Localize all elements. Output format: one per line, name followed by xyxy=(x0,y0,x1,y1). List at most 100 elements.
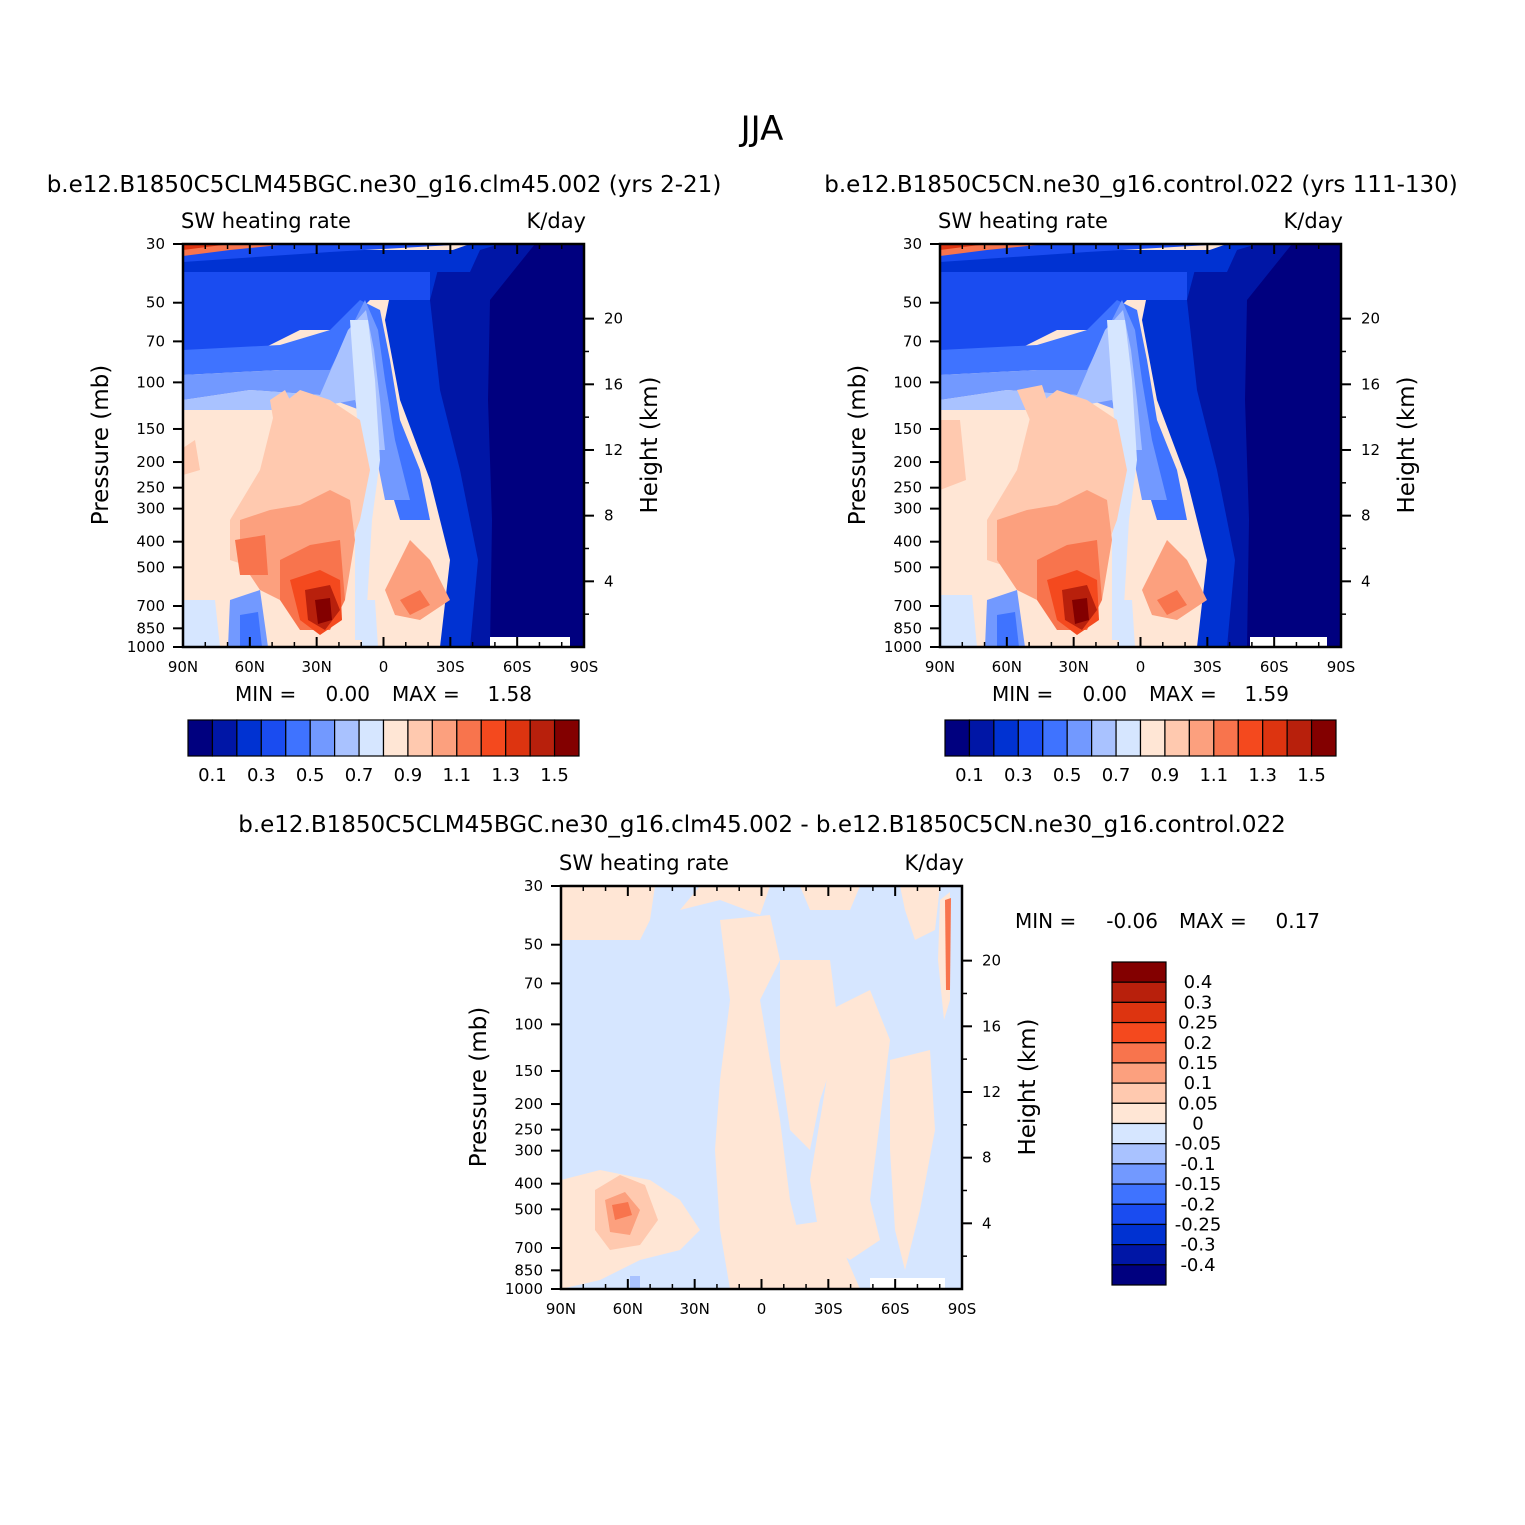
y-tick-label: 500 xyxy=(136,558,165,576)
max-label: MAX = xyxy=(1179,909,1247,933)
max-value: 1.59 xyxy=(1244,682,1289,706)
y-tick-label: 500 xyxy=(514,1200,543,1218)
colorbar-swatch xyxy=(1111,1183,1167,1205)
x-tick-label: 0 xyxy=(757,1300,767,1318)
y-tick-label: 850 xyxy=(136,619,165,637)
x-tick-label: 30N xyxy=(1059,658,1089,676)
colorbar-label: 0.1 xyxy=(198,765,227,786)
colorbar-swatch xyxy=(529,719,556,757)
x-tick-label: 90N xyxy=(168,658,198,676)
y-tick-label: 100 xyxy=(514,1015,543,1033)
colorbar-swatch xyxy=(236,719,262,757)
y-tick-label: 50 xyxy=(146,294,165,312)
colorbar-label: 0.7 xyxy=(1102,765,1131,786)
colorbar-label: 0 xyxy=(1192,1114,1203,1135)
y-right-tick-label: 20 xyxy=(1361,310,1380,328)
x-tick-label: 30S xyxy=(1193,658,1222,676)
colorbar-swatch xyxy=(1139,719,1166,757)
colorbar-swatch xyxy=(1188,719,1215,757)
colorbar-swatch xyxy=(211,719,238,757)
panel-variable-label: SW heating rate xyxy=(938,209,1108,233)
y-right-tick-label: 4 xyxy=(982,1214,992,1232)
colorbar-label: -0.25 xyxy=(1175,1214,1222,1235)
panel-top-right: b.e12.B1850C5CN.ne30_g16.control.022 (yr… xyxy=(824,172,1458,786)
y-tick-label: 700 xyxy=(136,597,165,615)
y-right-tick-label: 20 xyxy=(604,310,623,328)
y-right-tick-label: 16 xyxy=(604,375,623,393)
colorbar-swatch xyxy=(1111,1203,1167,1226)
axis-ticks: 90N 60N 30N 0 30S 60S 90S 30 50 70 100 150 200 250 300… xyxy=(127,235,623,676)
x-tick-label: 0 xyxy=(379,658,389,676)
colorbar-swatch xyxy=(1111,1163,1167,1185)
colorbar-swatch xyxy=(1115,719,1142,757)
y-tick-label: 250 xyxy=(893,479,922,497)
y-tick-label: 200 xyxy=(136,453,165,471)
panel-case-title: b.e12.B1850C5CLM45BGC.ne30_g16.clm45.002… xyxy=(238,812,1286,838)
colorbar-swatch xyxy=(309,719,336,757)
colorbar-label: 0.2 xyxy=(1184,1033,1213,1054)
colorbar-label: 0.1 xyxy=(955,765,984,786)
contour-field xyxy=(940,244,1341,647)
y-tick-label: 70 xyxy=(146,332,165,350)
y-tick-label: 250 xyxy=(136,479,165,497)
max-label: MAX = xyxy=(392,682,460,706)
colorbar-label: 1.3 xyxy=(1248,765,1277,786)
y-axis-label: Pressure (mb) xyxy=(88,365,114,525)
panel-variable-label: SW heating rate xyxy=(559,851,729,875)
colorbar-swatch xyxy=(505,719,531,757)
axis-ticks: 90N 60N 30N 0 30S 60S 90S 30 50 70 100 150 200 250 300… xyxy=(505,877,1001,1318)
panel-units-label: K/day xyxy=(905,851,964,875)
y-right-tick-label: 16 xyxy=(982,1017,1001,1035)
colorbar-label: -0.4 xyxy=(1180,1255,1215,1276)
x-tick-label: 60N xyxy=(235,658,265,676)
panel-units-label: K/day xyxy=(527,209,586,233)
colorbar-label: -0.1 xyxy=(1180,1154,1215,1175)
x-tick-label: 0 xyxy=(1136,658,1146,676)
colorbar-swatch xyxy=(1111,1143,1167,1165)
colorbar-swatch xyxy=(456,719,482,757)
colorbar-swatch xyxy=(407,719,433,757)
x-tick-label: 30N xyxy=(680,1300,710,1318)
min-label: MIN = xyxy=(1015,909,1076,933)
colorbar-label: -0.3 xyxy=(1180,1235,1215,1256)
colorbar-swatch xyxy=(993,719,1019,757)
y-tick-label: 700 xyxy=(514,1239,543,1257)
y-right-tick-label: 8 xyxy=(1361,507,1371,525)
y-tick-label: 400 xyxy=(514,1175,543,1193)
colorbar-swatch xyxy=(944,719,971,757)
y-axis-right-label: Height (km) xyxy=(1394,376,1420,513)
x-tick-label: 60N xyxy=(992,658,1022,676)
y-tick-label: 100 xyxy=(893,373,922,391)
colorbar-horizontal: 0.1 0.3 0.5 0.7 0.9 1.1 1.3 1.5 xyxy=(944,719,1337,786)
colorbar-label: 0.1 xyxy=(1184,1073,1213,1094)
colorbar-swatch xyxy=(431,719,458,757)
x-tick-label: 60S xyxy=(1260,658,1289,676)
y-tick-label: 30 xyxy=(146,235,165,253)
colorbar-swatch xyxy=(1042,719,1068,757)
x-tick-label: 30S xyxy=(814,1300,843,1318)
colorbar-swatch xyxy=(1111,1264,1167,1286)
colorbar-label: 0.4 xyxy=(1184,972,1213,993)
x-tick-label: 60S xyxy=(881,1300,910,1318)
colorbar-label: 0.3 xyxy=(1004,765,1033,786)
colorbar-label: -0.05 xyxy=(1175,1134,1222,1155)
colorbar-swatch xyxy=(968,719,995,757)
colorbar-label: 1.1 xyxy=(1199,765,1228,786)
y-axis-label: Pressure (mb) xyxy=(466,1007,492,1167)
panel-bottom-diff: b.e12.B1850C5CLM45BGC.ne30_g16.clm45.002… xyxy=(238,812,1320,1318)
max-label: MAX = xyxy=(1149,682,1217,706)
colorbar-swatch xyxy=(1111,1122,1167,1145)
contour-field xyxy=(561,886,962,1289)
colorbar-label: 1.3 xyxy=(491,765,520,786)
y-right-tick-label: 4 xyxy=(1361,572,1371,590)
colorbar-swatch xyxy=(1091,719,1117,757)
y-tick-label: 850 xyxy=(514,1261,543,1279)
contour-field xyxy=(183,244,584,647)
colorbar-label: 0.15 xyxy=(1178,1053,1218,1074)
colorbar-label: 0.3 xyxy=(1184,992,1213,1013)
colorbar-swatch xyxy=(1237,719,1264,757)
colorbar-swatch xyxy=(1066,719,1093,757)
x-tick-label: 30S xyxy=(436,658,465,676)
panel-case-title: b.e12.B1850C5CLM45BGC.ne30_g16.clm45.002… xyxy=(47,172,722,198)
